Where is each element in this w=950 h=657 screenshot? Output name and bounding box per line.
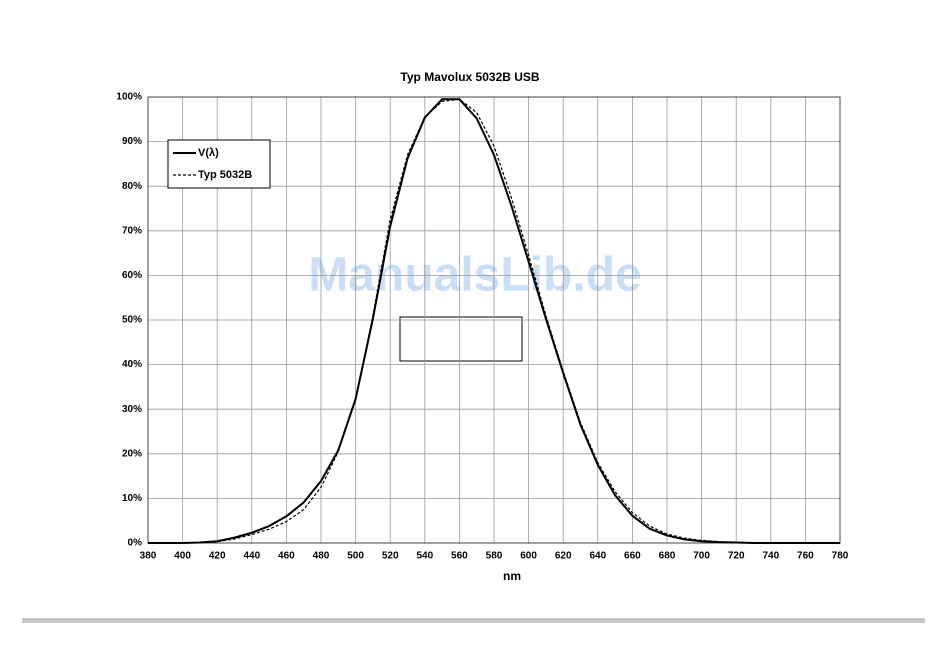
y-tick-label: 90% (122, 136, 142, 147)
x-tick-label: 720 (728, 551, 745, 562)
x-tick-label: 480 (313, 551, 330, 562)
blank-box (399, 316, 523, 362)
x-tick-label: 420 (209, 551, 226, 562)
legend-box (167, 139, 271, 189)
x-tick-label: 560 (451, 551, 468, 562)
x-tick-label: 640 (589, 551, 606, 562)
x-tick-label: 540 (416, 551, 433, 562)
x-tick-label: 600 (520, 551, 537, 562)
y-tick-label: 30% (122, 404, 142, 415)
y-tick-label: 10% (122, 493, 142, 504)
y-tick-label: 60% (122, 270, 142, 281)
x-tick-label: 400 (174, 551, 191, 562)
y-tick-label: 0% (128, 538, 143, 549)
x-tick-label: 500 (347, 551, 364, 562)
y-tick-label: 70% (122, 225, 142, 236)
x-tick-label: 780 (832, 551, 849, 562)
x-tick-label: 460 (278, 551, 295, 562)
page-divider (22, 618, 925, 623)
series-line (148, 98, 840, 544)
x-tick-label: 740 (762, 551, 779, 562)
legend-label: V(λ) (198, 147, 219, 159)
chart-title: Typ Mavolux 5032B USB (400, 70, 539, 84)
x-tick-label: 660 (624, 551, 641, 562)
x-axis-label: nm (503, 569, 521, 583)
y-tick-label: 80% (122, 181, 142, 192)
y-tick-label: 50% (122, 315, 142, 326)
x-tick-label: 700 (693, 551, 710, 562)
legend-label: Typ 5032B (198, 169, 252, 181)
y-tick-label: 40% (122, 359, 142, 370)
x-tick-label: 760 (797, 551, 814, 562)
x-tick-label: 620 (555, 551, 572, 562)
x-tick-label: 440 (243, 551, 260, 562)
x-tick-label: 520 (382, 551, 399, 562)
y-tick-label: 20% (122, 448, 142, 459)
y-tick-label: 100% (116, 92, 142, 103)
x-tick-label: 380 (140, 551, 157, 562)
plot-frame (147, 96, 841, 544)
x-tick-label: 680 (659, 551, 676, 562)
x-tick-label: 580 (486, 551, 503, 562)
